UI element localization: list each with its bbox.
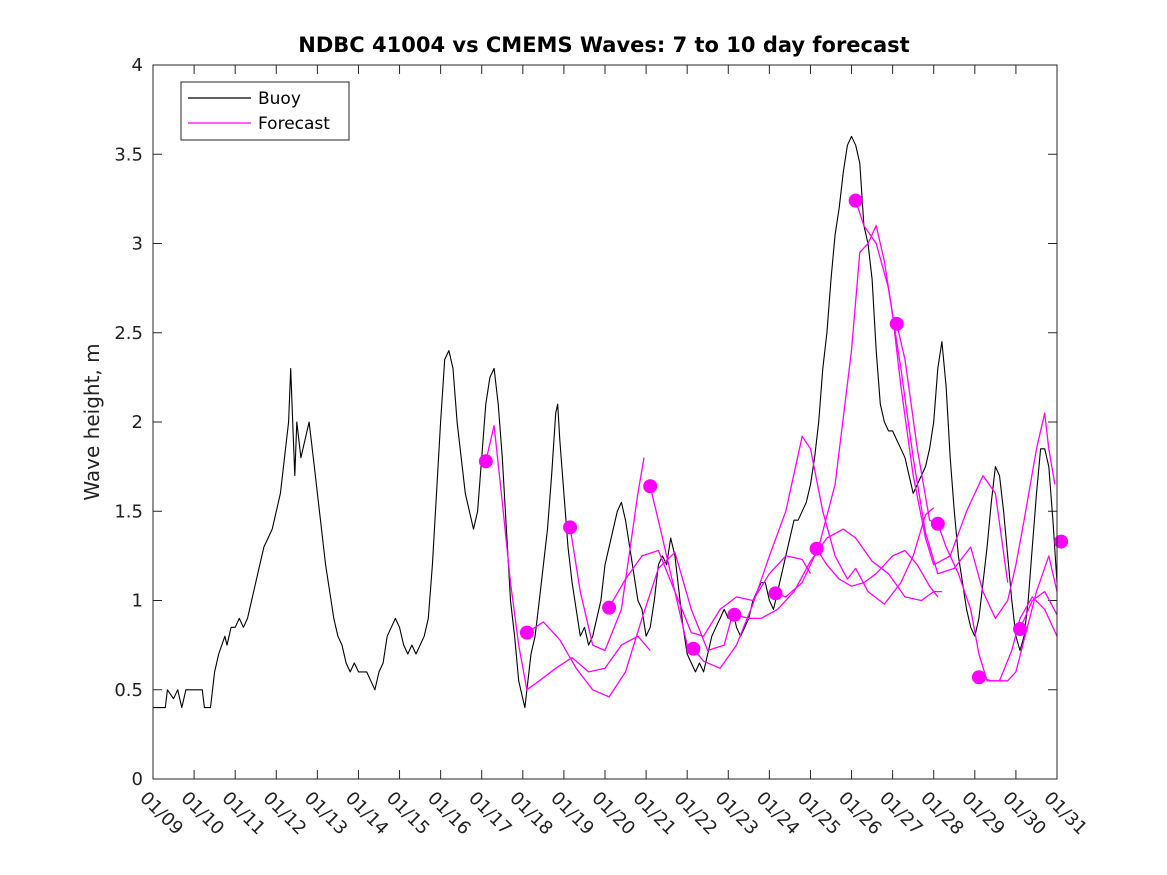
marker-layer [478,193,1069,685]
x-tick-label: 01/29 [957,788,1009,840]
x-tick-label: 01/30 [998,788,1050,840]
x-tick-label: 01/10 [177,788,229,840]
x-tick-label: 01/23 [711,788,763,840]
forecast-marker [971,670,986,685]
forecast-marker [848,193,863,208]
forecast-line [937,523,1057,682]
forecast-line [569,457,645,652]
y-tick-label: 2 [132,412,143,433]
legend-forecast-label: Forecast [258,114,330,134]
series-layer [153,135,1090,709]
chart-title: NDBC 41004 vs CMEMS Waves: 7 to 10 day f… [298,33,909,57]
x-tick-label: 01/24 [752,788,804,840]
forecast-marker [1054,534,1069,549]
y-tick-label: 0.5 [114,680,143,701]
forecast-marker [643,479,658,494]
x-tick-label: 01/14 [341,788,393,840]
x-tick-label: 01/15 [382,788,434,840]
y-tick-label: 4 [132,55,143,76]
forecast-line [816,548,939,598]
forecast-marker [686,641,701,656]
forecast-line [608,549,812,637]
forecast-line [692,435,935,669]
x-tick-label: 01/27 [875,788,927,840]
forecast-marker [563,520,578,535]
forecast-line [526,551,734,698]
forecast-marker [727,607,742,622]
y-axis: 0 0.5 1 1.5 2 2.5 3 3.5 4 [114,55,1057,790]
forecast-line [1019,590,1057,630]
forecast-marker [519,625,534,640]
x-tick-label: 01/22 [670,788,722,840]
y-tick-label: 3.5 [114,144,143,165]
plot-frame [152,64,1058,780]
forecast-marker [478,454,493,469]
y-axis-label: Wave height, m [80,343,104,500]
forecast-marker [768,586,783,601]
x-tick-label: 01/31 [1039,788,1091,840]
x-tick-label: 01/21 [629,788,681,840]
x-tick-label: 01/17 [464,788,516,840]
forecast-marker [809,541,824,556]
x-tick-label: 01/11 [218,788,270,840]
y-tick-label: 1.5 [114,501,143,522]
forecast-marker [602,600,617,615]
x-tick-label: 01/26 [834,788,886,840]
x-tick-label: 01/19 [546,788,598,840]
x-tick-label: 01/16 [423,788,475,840]
legend-buoy-label: Buoy [258,89,301,109]
x-tick-label: 01/25 [793,788,845,840]
y-tick-label: 0 [132,769,143,790]
y-tick-label: 1 [132,591,143,612]
forecast-marker [889,316,904,331]
x-tick-label: 01/12 [259,788,311,840]
legend: Buoy Forecast [180,81,350,141]
x-tick-label: 01/20 [587,788,639,840]
forecast-marker [930,516,945,531]
forecast-line [855,200,1056,620]
legend-box [180,81,350,141]
forecast-marker [1013,622,1028,637]
buoy-line [153,135,1057,709]
x-tick-label: 01/28 [916,788,968,840]
forecast-line [978,555,1057,682]
x-tick-label: 01/09 [135,788,187,840]
forecast-line [1061,542,1090,592]
y-tick-label: 3 [132,234,143,255]
x-tick-label: 01/18 [505,788,557,840]
x-tick-label: 01/13 [300,788,352,840]
forecast-line [485,424,651,691]
y-tick-label: 2.5 [114,323,143,344]
forecast-line [734,528,942,620]
